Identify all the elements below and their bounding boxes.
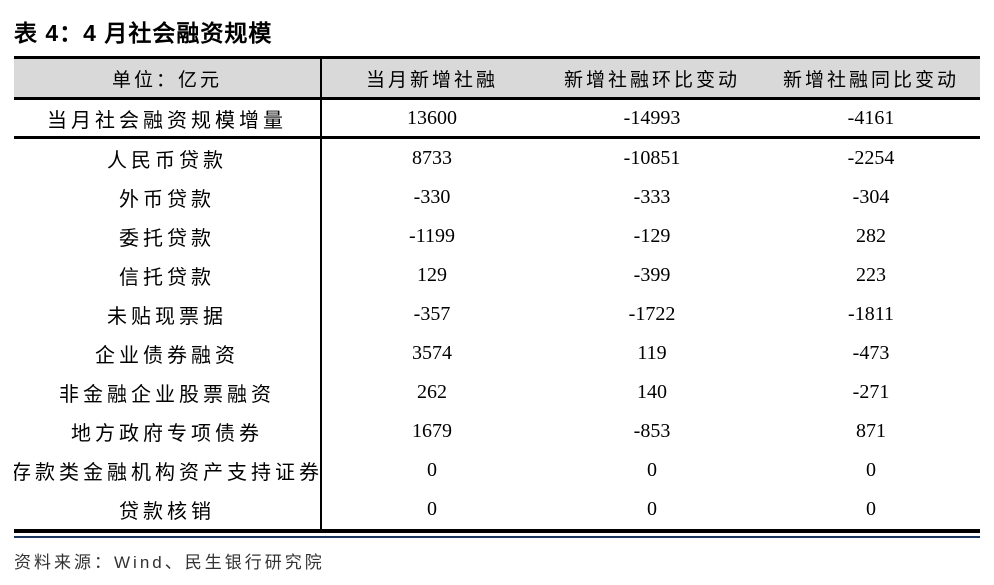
row-label: 地方政府专项债券 bbox=[14, 412, 322, 451]
row-value-yoy: 223 bbox=[856, 264, 886, 286]
table-row: 地方政府专项债券 1679 -853 871 bbox=[14, 412, 980, 451]
row-value-mom: -1722 bbox=[628, 303, 676, 325]
row-value-mom: 119 bbox=[637, 342, 667, 364]
row-label: 企业债券融资 bbox=[14, 334, 322, 373]
row-value-yoy: 871 bbox=[856, 420, 886, 442]
row-label: 委托贷款 bbox=[14, 217, 322, 256]
row-value-mom: 0 bbox=[647, 498, 657, 520]
page-title: 表 4：4 月社会融资规模 bbox=[14, 20, 273, 46]
table-row: 人民币贷款 8733 -10851 -2254 bbox=[14, 139, 980, 178]
row-value-yoy: -2254 bbox=[847, 147, 895, 169]
row-value-monthly: 129 bbox=[417, 264, 447, 286]
header-cell-yoy-change: 新增社融同比变动 bbox=[782, 69, 959, 91]
row-value-yoy: 282 bbox=[856, 225, 886, 247]
table-row: 未贴现票据 -357 -1722 -1811 bbox=[14, 295, 980, 334]
row-label: 存款类金融机构资产支持证券 bbox=[14, 451, 322, 490]
row-value-mom: -10851 bbox=[623, 147, 681, 169]
row-value-yoy: -271 bbox=[852, 381, 890, 403]
table-row: 存款类金融机构资产支持证券 0 0 0 bbox=[14, 451, 980, 490]
table-bottom-rule bbox=[14, 529, 980, 538]
row-value-yoy: 0 bbox=[866, 498, 876, 520]
row-value-yoy: -304 bbox=[852, 186, 890, 208]
row-label: 非金融企业股票融资 bbox=[14, 373, 322, 412]
row-value-mom: -14993 bbox=[623, 106, 681, 129]
row-value-yoy: -473 bbox=[852, 342, 890, 364]
row-label: 信托贷款 bbox=[14, 256, 322, 295]
table-header-row: 单位：亿元 当月新增社融 新增社融环比变动 新增社融同比变动 bbox=[14, 59, 980, 100]
row-value-monthly: 0 bbox=[427, 459, 437, 481]
row-value-monthly: -1199 bbox=[409, 225, 455, 247]
header-cell-unit: 单位：亿元 bbox=[14, 59, 322, 97]
row-value-yoy: 0 bbox=[866, 459, 876, 481]
row-label: 当月社会融资规模增量 bbox=[14, 100, 322, 136]
row-label: 贷款核销 bbox=[14, 490, 322, 529]
row-value-yoy: -4161 bbox=[847, 106, 895, 129]
table-row: 非金融企业股票融资 262 140 -271 bbox=[14, 373, 980, 412]
row-value-monthly: 1679 bbox=[412, 420, 452, 442]
row-value-monthly: 0 bbox=[427, 498, 437, 520]
header-cell-monthly-new: 当月新增社融 bbox=[365, 69, 498, 91]
row-value-mom: -853 bbox=[633, 420, 671, 442]
financing-table: 单位：亿元 当月新增社融 新增社融环比变动 新增社融同比变动 当月社会融资规模增… bbox=[14, 56, 980, 538]
table-row: 委托贷款 -1199 -129 282 bbox=[14, 217, 980, 256]
header-cell-mom-change: 新增社融环比变动 bbox=[563, 69, 740, 91]
row-value-monthly: 262 bbox=[417, 381, 447, 403]
row-value-yoy: -1811 bbox=[848, 303, 894, 325]
table-row: 信托贷款 129 -399 223 bbox=[14, 256, 980, 295]
row-value-mom: -333 bbox=[633, 186, 671, 208]
table-row: 企业债券融资 3574 119 -473 bbox=[14, 334, 980, 373]
table-row: 贷款核销 0 0 0 bbox=[14, 490, 980, 529]
row-value-mom: -399 bbox=[633, 264, 671, 286]
row-value-mom: 0 bbox=[647, 459, 657, 481]
table-row: 外币贷款 -330 -333 -304 bbox=[14, 178, 980, 217]
row-value-mom: 140 bbox=[637, 381, 667, 403]
row-label: 人民币贷款 bbox=[14, 139, 322, 178]
row-value-monthly: -330 bbox=[413, 186, 451, 208]
table-row: 当月社会融资规模增量 13600 -14993 -4161 bbox=[14, 100, 980, 139]
row-value-monthly: 13600 bbox=[407, 106, 457, 129]
row-value-monthly: 3574 bbox=[412, 342, 452, 364]
row-value-mom: -129 bbox=[633, 225, 671, 247]
row-label: 外币贷款 bbox=[14, 178, 322, 217]
row-label: 未贴现票据 bbox=[14, 295, 322, 334]
source-line: 资料来源：Wind、民生银行研究院 bbox=[14, 553, 325, 572]
row-value-monthly: 8733 bbox=[412, 147, 452, 169]
table-body: 当月社会融资规模增量 13600 -14993 -4161 人民币贷款 8733… bbox=[14, 100, 980, 529]
row-value-monthly: -357 bbox=[413, 303, 451, 325]
